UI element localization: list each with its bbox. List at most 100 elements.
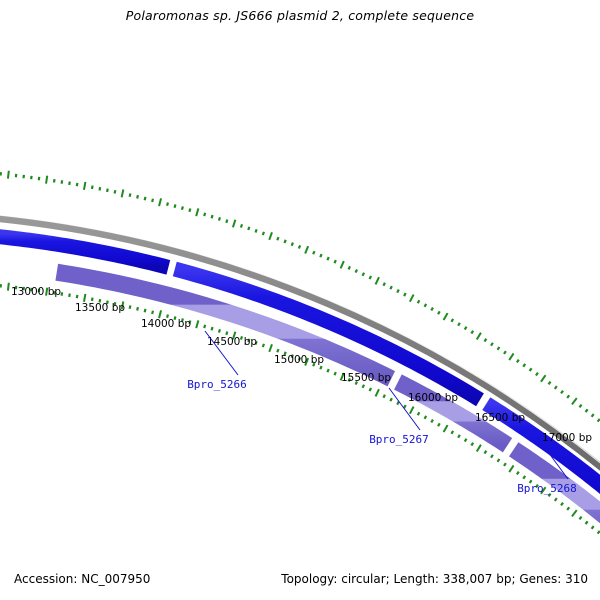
minor-tick [173,204,177,209]
tick-ring-outer [0,170,600,423]
minor-tick [143,308,147,313]
minor-tick [361,384,366,389]
minor-tick [496,458,501,463]
minor-tick [396,289,400,294]
minor-tick [503,350,507,355]
gene-label-Bpro_5268[interactable]: Bpro_5268 [517,482,577,495]
minor-tick [312,250,316,255]
major-tick [442,312,449,321]
minor-tick [457,434,461,439]
minor-tick [326,256,330,261]
gene-labels[interactable]: Bpro_5266 Bpro_5267 Bpro_5268 [187,330,577,495]
minor-tick [578,403,583,408]
minor-tick [128,305,132,309]
minor-tick [247,226,251,231]
minor-tick [166,202,170,207]
minor-tick [0,284,2,288]
major-tick [195,320,200,329]
minor-tick [105,188,109,193]
minor-tick [22,286,26,291]
major-tick [540,374,547,383]
minor-tick [75,182,79,187]
minor-tick [225,331,229,336]
minor-tick [553,497,558,502]
minor-tick [368,275,373,280]
minor-tick [113,189,117,194]
minor-tick [68,181,71,186]
minor-tick [151,310,155,315]
minor-tick [247,338,251,343]
minor-tick [566,394,571,399]
minor-tick [522,363,527,368]
cds-track-forward[interactable] [0,229,600,518]
gene-label-leader-line [388,387,421,431]
status-bar: Accession: NC_007950 Topology: circular;… [0,572,600,594]
minor-tick [515,470,520,476]
gene-feature-Bpro_5267[interactable] [394,374,513,453]
minor-tick [430,307,434,312]
minor-tick [528,479,533,484]
minor-tick [437,422,441,427]
minor-tick [290,354,294,359]
minor-tick [283,351,287,356]
gene-feature-Bpro_5268[interactable] [509,442,600,546]
major-tick [158,198,162,207]
cds-feature-cds-fwd-1[interactable] [0,229,171,275]
minor-tick [535,484,539,489]
bp-tick-label: 14500 bp [207,336,257,348]
minor-tick [590,525,595,530]
minor-tick [14,173,18,178]
minor-tick [166,314,170,319]
cds-track-reverse[interactable] [55,263,600,546]
minor-tick [0,172,2,176]
cds-feature-cds-fwd-2[interactable] [172,261,484,407]
minor-tick [528,367,533,372]
bp-tick-label: 17000 bp [542,432,592,444]
minor-tick [203,212,207,217]
minor-tick [180,206,184,211]
major-tick [571,509,578,518]
minor-tick [143,196,147,201]
major-tick [82,293,87,303]
minor-tick [60,180,64,184]
minor-tick [90,185,94,190]
cds-feature-cds-fwd-3[interactable] [482,397,600,518]
minor-tick [382,282,386,287]
minor-tick [276,348,280,353]
minor-tick [590,413,595,418]
minor-tick [470,442,475,447]
minor-tick [553,385,558,390]
minor-tick [312,362,316,367]
minor-tick [416,299,421,304]
page-title: Polaromonas sp. JS666 plasmid 2, complet… [125,8,475,23]
minor-tick [30,287,33,292]
bp-tick-label: 15500 bp [341,372,391,384]
minor-tick [470,330,475,335]
minor-tick [173,316,177,321]
minor-tick [283,239,287,244]
minor-tick [37,288,41,293]
minor-tick [416,411,421,416]
bp-tick-label: 16000 bp [408,392,458,404]
gene-label-Bpro_5267[interactable]: Bpro_5267 [369,433,429,446]
gene-label-Bpro_5266[interactable]: Bpro_5266 [187,378,247,391]
minor-tick [354,269,359,274]
major-tick [475,332,482,341]
major-tick [304,245,310,254]
minor-tick [261,343,265,348]
minor-tick [490,454,494,459]
major-tick [571,397,578,406]
minor-tick [389,285,393,290]
major-tick [508,464,515,473]
minor-tick [30,175,33,180]
minor-tick [319,365,323,370]
major-tick [540,486,547,495]
minor-tick [297,356,302,361]
gene-label-leader-line [536,436,569,480]
major-tick [408,406,415,415]
minor-tick [326,368,330,373]
gene-feature-Bpro_5266[interactable] [55,263,396,387]
minor-tick [457,322,461,327]
